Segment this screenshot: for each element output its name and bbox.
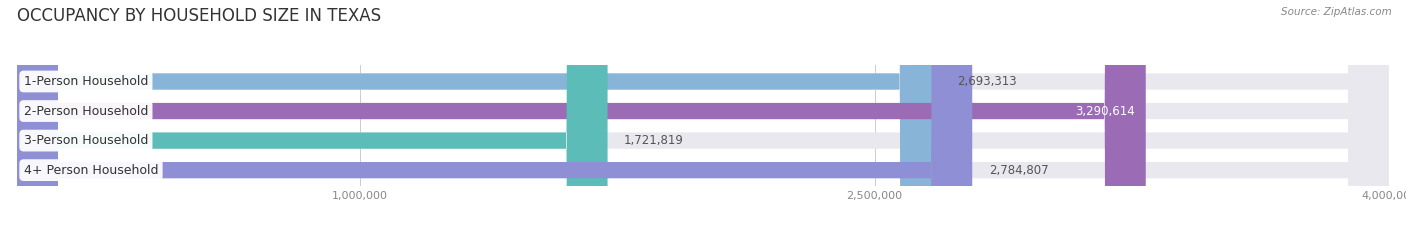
FancyBboxPatch shape: [17, 0, 607, 233]
Text: 2-Person Household: 2-Person Household: [24, 105, 148, 117]
FancyBboxPatch shape: [17, 0, 1389, 233]
Text: 1,721,819: 1,721,819: [624, 134, 683, 147]
Text: 2,784,807: 2,784,807: [988, 164, 1049, 177]
Text: 4+ Person Household: 4+ Person Household: [24, 164, 159, 177]
FancyBboxPatch shape: [17, 0, 1389, 233]
FancyBboxPatch shape: [17, 0, 1146, 233]
FancyBboxPatch shape: [17, 0, 972, 233]
FancyBboxPatch shape: [17, 0, 941, 233]
FancyBboxPatch shape: [17, 0, 1389, 233]
Text: 3,290,614: 3,290,614: [1076, 105, 1135, 117]
Text: Source: ZipAtlas.com: Source: ZipAtlas.com: [1281, 7, 1392, 17]
Text: OCCUPANCY BY HOUSEHOLD SIZE IN TEXAS: OCCUPANCY BY HOUSEHOLD SIZE IN TEXAS: [17, 7, 381, 25]
FancyBboxPatch shape: [17, 0, 1389, 233]
Text: 2,693,313: 2,693,313: [957, 75, 1017, 88]
Text: 3-Person Household: 3-Person Household: [24, 134, 148, 147]
Text: 1-Person Household: 1-Person Household: [24, 75, 148, 88]
